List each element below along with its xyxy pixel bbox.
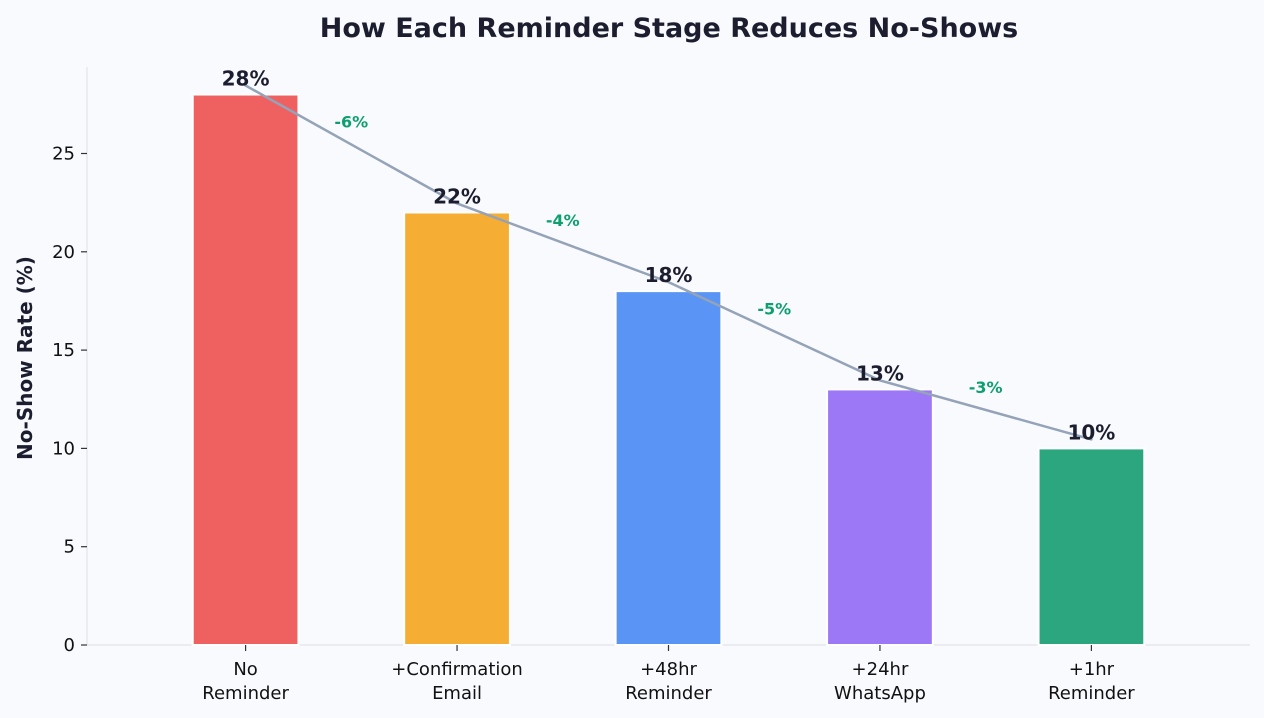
delta-label: -4% <box>546 211 580 230</box>
x-tick-label: +24hr <box>852 659 909 680</box>
y-tick-label: 5 <box>64 537 75 558</box>
y-tick-label: 10 <box>52 438 75 459</box>
y-tick-label: 20 <box>52 242 75 263</box>
x-tick-label: Email <box>432 683 482 704</box>
bar-value-label: 13% <box>856 361 904 385</box>
y-tick-label: 0 <box>64 635 75 656</box>
x-tick-label: Reminder <box>202 683 289 704</box>
bar <box>1037 447 1146 646</box>
x-tick-label: +Confirmation <box>391 659 523 680</box>
plot-area: 0 5 10 15 20 25 28% 22% 18% 13% 10% -6% -4% -5% -3% No R… <box>52 67 1146 704</box>
bar <box>826 388 934 647</box>
bar-value-label: 18% <box>645 263 693 287</box>
bar <box>614 290 723 646</box>
y-tick-label: 15 <box>52 340 75 361</box>
bar <box>403 211 511 646</box>
bar-value-label: 28% <box>222 67 270 91</box>
y-tick-label: 25 <box>52 144 75 165</box>
y-axis-label: No-Show Rate (%) <box>13 256 37 460</box>
x-tick-label: Reminder <box>625 683 712 704</box>
x-tick-label: WhatsApp <box>834 683 926 704</box>
chart-title: How Each Reminder Stage Reduces No-Shows <box>320 13 1018 44</box>
x-tick-label: Reminder <box>1048 683 1135 704</box>
delta-label: -3% <box>969 378 1003 397</box>
bar-value-label: 10% <box>1067 420 1115 444</box>
trend-line <box>244 84 1093 441</box>
delta-label: -6% <box>334 113 368 132</box>
delta-label: -5% <box>757 299 791 318</box>
x-tick-label: +1hr <box>1069 659 1115 680</box>
bar-value-label: 22% <box>433 184 481 208</box>
bar <box>191 93 300 647</box>
x-tick-label: +48hr <box>640 659 697 680</box>
x-tick-label: No <box>233 659 257 680</box>
